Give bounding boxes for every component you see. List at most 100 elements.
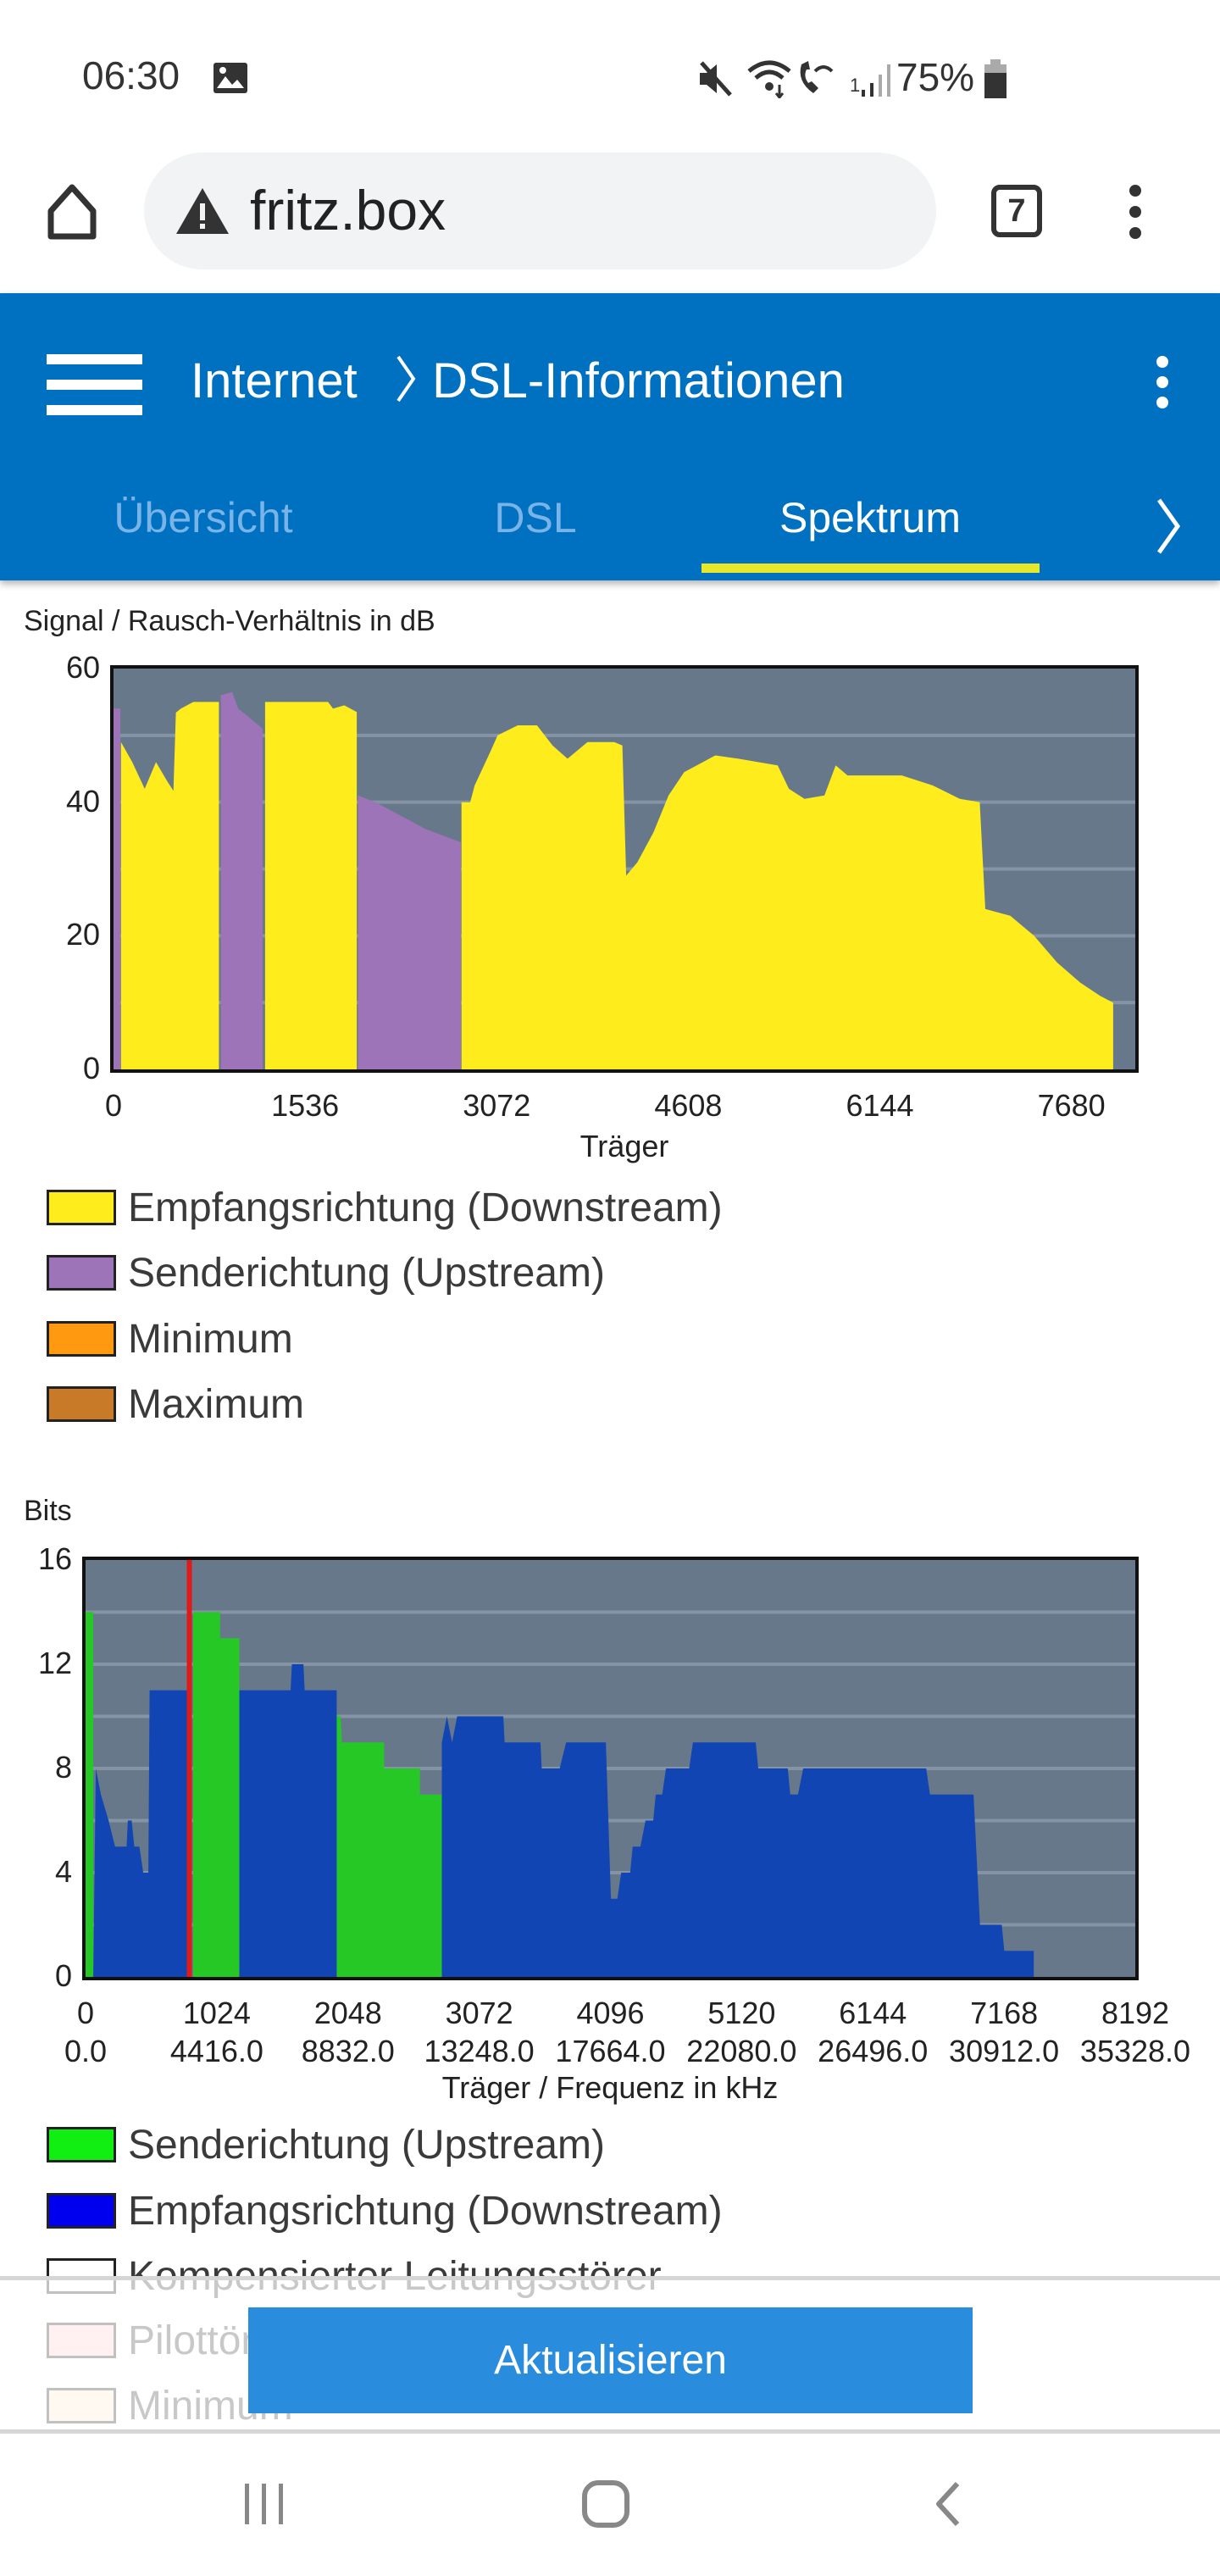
bits-chart-svg [86, 1560, 1135, 1977]
system-nav-bar [0, 2438, 1220, 2576]
bits-x-axis-label: Träger / Frequenz in kHz [441, 2070, 779, 2105]
x-tick-label: 7168 [970, 1996, 1039, 2030]
battery-icon [984, 59, 1006, 98]
x-tick-freq-label: 35328.0 [1079, 2034, 1191, 2068]
y-tick-label: 0 [82, 1051, 100, 1085]
legend-item[interactable]: Empfangsrichtung (Downstream) [47, 2189, 723, 2234]
legend-swatch [47, 2127, 116, 2162]
series-area-0 [461, 725, 1113, 1069]
bits-chart-plot [82, 1557, 1139, 1980]
home-icon[interactable] [44, 182, 100, 242]
browser-menu-icon[interactable] [1123, 182, 1148, 242]
active-tab-indicator [702, 564, 1040, 573]
legend-label: Senderichtung (Upstream) [128, 2122, 605, 2168]
legend-item[interactable]: Minimum [47, 1317, 293, 1362]
y-tick-label: 8 [54, 1750, 72, 1785]
series-area-0 [120, 702, 219, 1069]
x-tick-freq-label: 4416.0 [169, 2034, 263, 2068]
x-tick-freq-label: 17664.0 [555, 2034, 666, 2068]
x-tick-label: 7680 [1037, 1088, 1106, 1123]
x-tick-label: 2048 [313, 1996, 382, 2030]
url-text[interactable]: fritz.box [250, 179, 446, 242]
snr-x-axis-label: Träger [580, 1129, 669, 1163]
x-tick-label: 5120 [707, 1996, 776, 2030]
x-tick-freq-label: 8832.0 [301, 2034, 395, 2068]
breadcrumb-internet[interactable]: Internet [191, 353, 358, 408]
series-area-1 [239, 1664, 337, 1977]
legend-label: Empfangsrichtung (Downstream) [128, 1185, 723, 1230]
bits-chart-title: Bits [24, 1495, 72, 1527]
x-tick-label: 1536 [271, 1088, 340, 1123]
series-area-0 [336, 1716, 442, 1977]
legend-item[interactable]: Senderichtung (Upstream) [47, 2122, 605, 2168]
snr-chart-title: Signal / Rausch-Verhältnis in dB [24, 605, 435, 637]
legend-swatch [47, 1386, 116, 1422]
signal-icon [862, 64, 890, 97]
y-tick-label: 12 [37, 1646, 72, 1680]
snr-chart-plot [110, 665, 1139, 1073]
tab-switcher-button[interactable]: 7 [991, 185, 1042, 237]
clock: 06:30 [82, 53, 180, 97]
legend-swatch [47, 2193, 116, 2229]
legend-item[interactable]: Maximum [47, 1382, 304, 1427]
x-tick-label: 0 [76, 1996, 95, 2030]
wifi-calling-icon [800, 61, 834, 93]
tab-dsl[interactable]: DSL [494, 494, 577, 541]
sim-number: 1 [850, 75, 861, 96]
breadcrumb: Internet DSL-Informationen [191, 353, 845, 409]
series-area-1 [358, 795, 461, 1069]
gallery-notification-icon [214, 63, 247, 93]
series-area-1 [441, 1716, 1034, 1977]
legend-label: Maximum [128, 1381, 305, 1427]
home-nav-icon[interactable] [580, 2479, 631, 2529]
x-tick-label: 3072 [463, 1088, 531, 1123]
app-menu-icon[interactable] [1150, 354, 1175, 410]
tab-uebersicht[interactable]: Übersicht [114, 494, 293, 541]
x-tick-label: 4096 [576, 1996, 645, 2030]
back-icon[interactable] [930, 2480, 964, 2528]
x-tick-label: 3072 [445, 1996, 513, 2030]
y-tick-label: 0 [54, 1958, 72, 1993]
status-bar: 06:30 1 75% [0, 0, 1220, 153]
y-tick-label: 60 [65, 650, 100, 685]
snr-chart-svg [114, 691, 1135, 1069]
y-tick-label: 4 [54, 1854, 72, 1889]
series-area-1 [93, 1690, 188, 1977]
wifi-icon [747, 60, 791, 98]
x-tick-label: 6144 [839, 1996, 907, 2030]
legend-label: Empfangsrichtung (Downstream) [128, 2188, 723, 2234]
refresh-button[interactable]: Aktualisieren [248, 2307, 973, 2413]
y-tick-label: 20 [65, 917, 100, 952]
legend-swatch [47, 1190, 116, 1225]
x-tick-label: 1024 [182, 1996, 251, 2030]
series-area-1 [114, 708, 121, 1069]
address-bar[interactable]: fritz.box [144, 153, 936, 269]
recent-apps-icon[interactable] [241, 2480, 289, 2528]
legend-item[interactable]: Senderichtung (Upstream) [47, 1250, 605, 1296]
x-tick-label: 8192 [1101, 1996, 1170, 2030]
chevron-right-icon [396, 355, 416, 402]
mute-icon [700, 61, 732, 97]
series-area-0 [193, 1612, 240, 1977]
app-header: Internet DSL-Informationen Übersicht DSL… [0, 293, 1220, 580]
battery-percent: 75% [896, 55, 975, 99]
x-tick-label: 0 [104, 1088, 123, 1123]
tab-spektrum[interactable]: Spektrum [779, 494, 961, 541]
x-tick-freq-label: 26496.0 [818, 2034, 929, 2068]
x-tick-freq-label: 0.0 [64, 2034, 108, 2068]
hamburger-menu-icon[interactable] [0, 347, 161, 424]
x-tick-freq-label: 30912.0 [949, 2034, 1060, 2068]
series-area-0 [264, 702, 358, 1069]
warning-icon[interactable] [175, 186, 230, 236]
legend-item[interactable]: Empfangsrichtung (Downstream) [47, 1185, 723, 1230]
legend-label: Senderichtung (Upstream) [128, 1250, 605, 1296]
y-tick-label: 40 [65, 783, 100, 819]
tabs-scroll-right-icon[interactable] [1152, 497, 1186, 556]
series-area-0 [86, 1612, 94, 1977]
breadcrumb-dsl-informationen: DSL-Informationen [432, 353, 845, 408]
x-tick-freq-label: 22080.0 [686, 2034, 797, 2068]
y-tick-label: 16 [37, 1541, 72, 1576]
series-area-1 [220, 691, 263, 1069]
bottom-action-bar: Aktualisieren [0, 2276, 1220, 2434]
legend-swatch [47, 1321, 116, 1357]
